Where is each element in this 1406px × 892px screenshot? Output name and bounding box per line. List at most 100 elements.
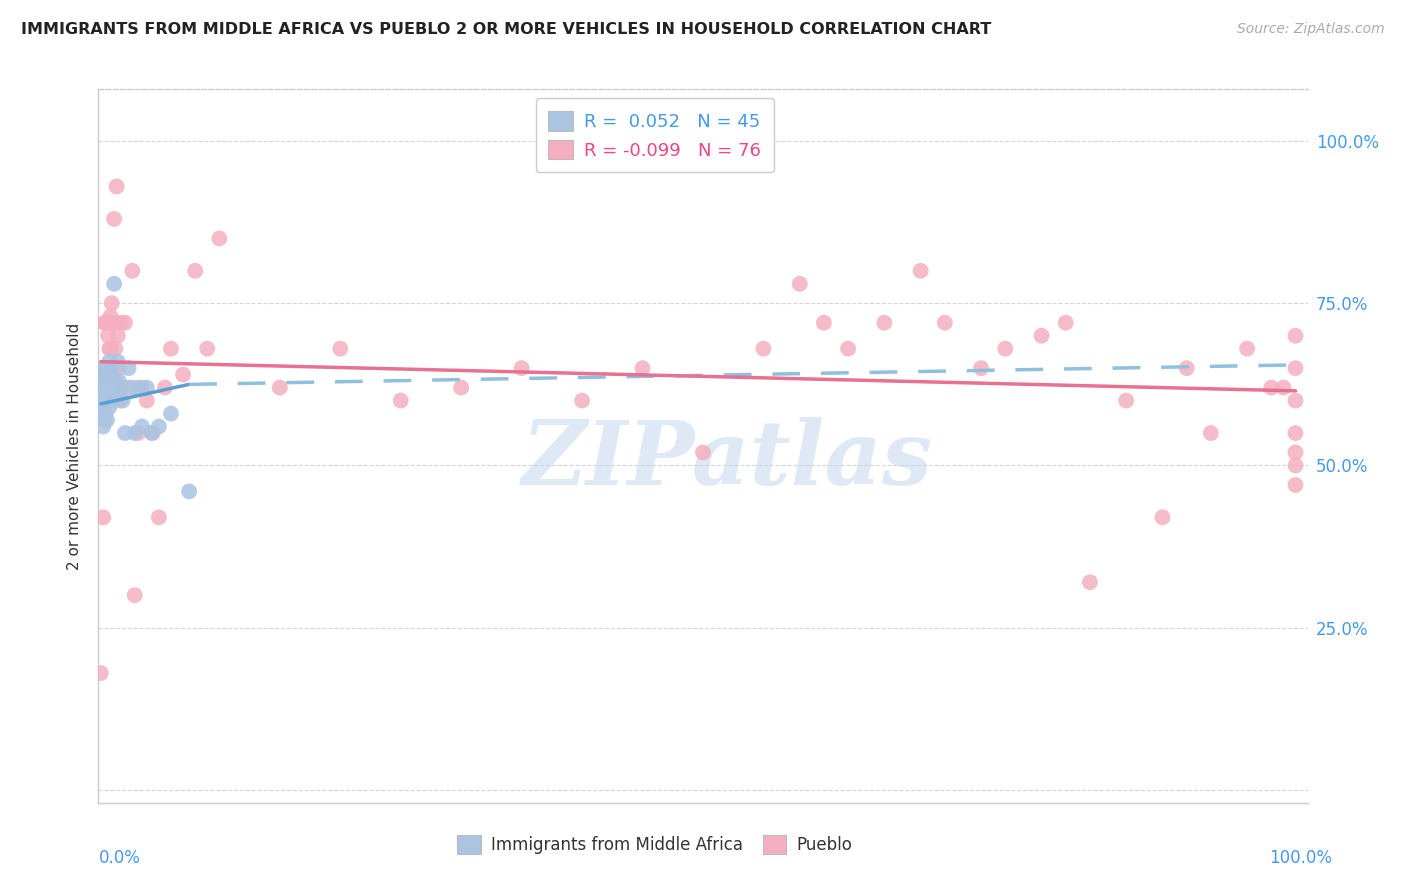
Point: [97, 328, 120, 343]
Point: [91, 374, 114, 388]
Point: [389, 393, 412, 408]
Point: [118, 361, 141, 376]
Text: 0.0%: 0.0%: [98, 849, 141, 867]
Point: [934, 316, 956, 330]
Point: [91, 393, 114, 408]
Point: [90, 666, 112, 681]
Point: [208, 231, 231, 245]
Point: [90, 381, 112, 395]
Point: [184, 264, 207, 278]
Text: Source: ZipAtlas.com: Source: ZipAtlas.com: [1237, 22, 1385, 37]
Point: [135, 381, 157, 395]
Point: [108, 381, 131, 395]
Point: [97, 361, 120, 376]
Point: [124, 425, 146, 440]
Point: [127, 381, 149, 395]
Point: [103, 277, 125, 291]
Point: [131, 419, 153, 434]
Point: [153, 381, 176, 395]
Point: [96, 393, 118, 408]
Point: [994, 342, 1017, 356]
Text: IMMIGRANTS FROM MIDDLE AFRICA VS PUEBLO 2 OR MORE VEHICLES IN HOUSEHOLD CORRELAT: IMMIGRANTS FROM MIDDLE AFRICA VS PUEBLO …: [21, 22, 991, 37]
Point: [131, 381, 153, 395]
Point: [100, 310, 122, 324]
Point: [269, 381, 291, 395]
Point: [94, 387, 117, 401]
Point: [105, 381, 128, 395]
Text: 100.0%: 100.0%: [1268, 849, 1331, 867]
Point: [96, 361, 118, 376]
Point: [142, 425, 165, 440]
Point: [510, 361, 533, 376]
Point: [970, 361, 993, 376]
Point: [100, 368, 122, 382]
Text: ZIPatlas: ZIPatlas: [522, 417, 932, 503]
Point: [108, 361, 131, 376]
Point: [1284, 361, 1306, 376]
Point: [121, 264, 143, 278]
Point: [91, 510, 114, 524]
Point: [752, 342, 775, 356]
Point: [124, 588, 146, 602]
Point: [98, 342, 121, 356]
Point: [127, 425, 149, 440]
Point: [100, 381, 122, 395]
Point: [195, 342, 218, 356]
Point: [1152, 510, 1174, 524]
Point: [96, 413, 118, 427]
Point: [98, 354, 121, 368]
Point: [450, 381, 472, 395]
Point: [94, 316, 117, 330]
Point: [98, 374, 121, 388]
Point: [91, 368, 114, 382]
Point: [100, 361, 122, 376]
Point: [94, 407, 117, 421]
Point: [1272, 381, 1295, 395]
Point: [160, 407, 183, 421]
Y-axis label: 2 or more Vehicles in Household: 2 or more Vehicles in Household: [67, 322, 83, 570]
Point: [329, 342, 352, 356]
Point: [1115, 393, 1137, 408]
Point: [111, 381, 134, 395]
Point: [96, 374, 118, 388]
Point: [1260, 381, 1282, 395]
Point: [98, 393, 121, 408]
Point: [110, 316, 132, 330]
Point: [114, 316, 136, 330]
Point: [103, 211, 125, 226]
Point: [813, 316, 835, 330]
Point: [1031, 328, 1053, 343]
Point: [135, 393, 157, 408]
Point: [114, 425, 136, 440]
Point: [148, 419, 170, 434]
Point: [100, 368, 122, 382]
Point: [100, 393, 122, 408]
Point: [1284, 425, 1306, 440]
Point: [101, 316, 124, 330]
Point: [94, 368, 117, 382]
Point: [1175, 361, 1198, 376]
Point: [172, 368, 194, 382]
Point: [837, 342, 859, 356]
Point: [93, 361, 115, 376]
Point: [108, 393, 131, 408]
Point: [96, 361, 118, 376]
Point: [96, 316, 118, 330]
Point: [1284, 445, 1306, 459]
Point: [105, 316, 128, 330]
Point: [571, 393, 593, 408]
Point: [107, 328, 129, 343]
Point: [118, 381, 141, 395]
Point: [1284, 328, 1306, 343]
Point: [1284, 478, 1306, 492]
Point: [91, 419, 114, 434]
Point: [1284, 393, 1306, 408]
Point: [1078, 575, 1101, 590]
Point: [107, 354, 129, 368]
Point: [97, 393, 120, 408]
Point: [121, 381, 143, 395]
Point: [179, 484, 201, 499]
Point: [97, 368, 120, 382]
Point: [93, 381, 115, 395]
Point: [93, 413, 115, 427]
